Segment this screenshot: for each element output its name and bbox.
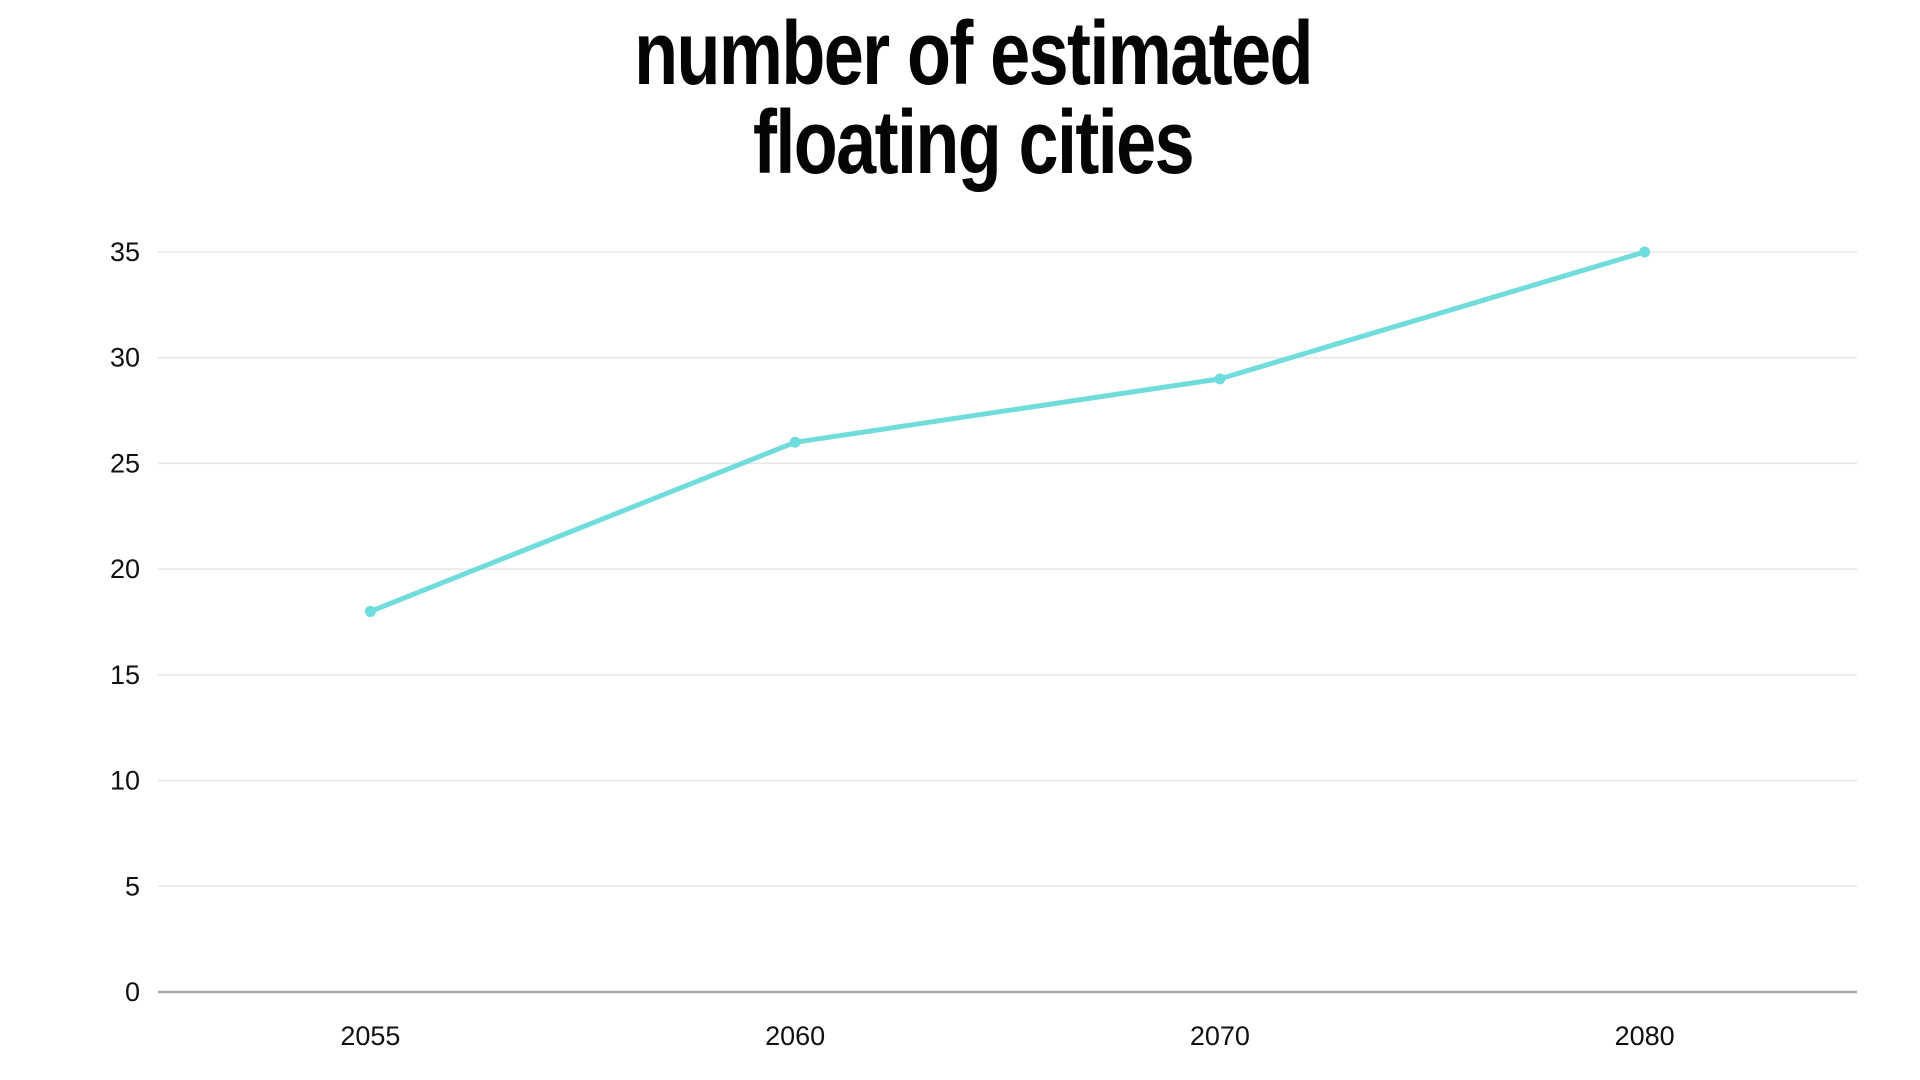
chart-title: number of estimated floating cities xyxy=(634,4,1313,193)
data-point-2060 xyxy=(789,436,801,448)
y-tick-label-25: 25 xyxy=(110,448,140,478)
chart-title-line-1: number of estimated xyxy=(634,4,1313,104)
x-tick-label-2070: 2070 xyxy=(1190,1021,1250,1051)
data-point-2070 xyxy=(1214,373,1226,385)
x-tick-label-2080: 2080 xyxy=(1615,1021,1675,1051)
x-tick-label-2060: 2060 xyxy=(765,1021,825,1051)
y-tick-label-10: 10 xyxy=(110,766,140,796)
chart-title-line-2: floating cities xyxy=(752,93,1195,193)
y-tick-label-35: 35 xyxy=(110,237,140,267)
x-tick-label-2055: 2055 xyxy=(340,1021,400,1051)
data-point-2080 xyxy=(1639,246,1651,258)
data-line-estimated-floating-cities xyxy=(367,249,1648,614)
data-point-2055 xyxy=(364,605,376,617)
y-tick-label-15: 15 xyxy=(110,660,140,690)
y-tick-label-0: 0 xyxy=(125,977,140,1007)
y-tick-label-20: 20 xyxy=(110,554,140,584)
y-tick-label-5: 5 xyxy=(125,871,140,901)
y-tick-label-30: 30 xyxy=(110,343,140,373)
